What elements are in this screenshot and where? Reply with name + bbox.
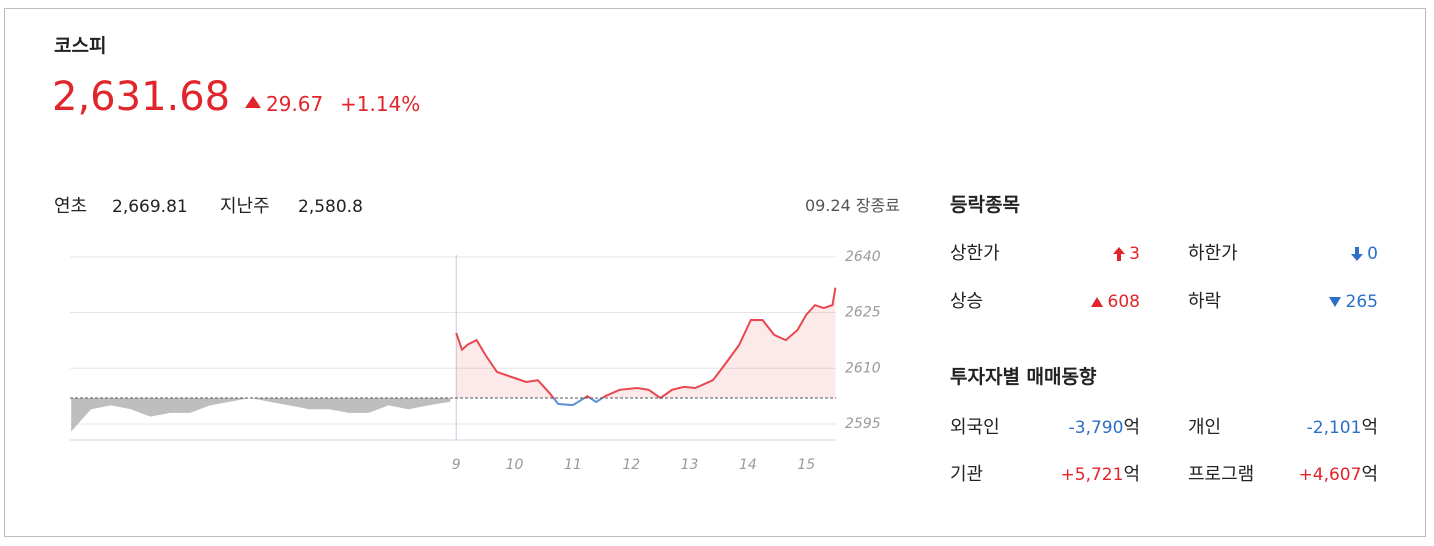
area [71,397,451,432]
unit: 억 [1361,417,1378,438]
breadth-value-text: 265 [1345,292,1378,312]
area [456,287,836,398]
breadth-value: 265 [1238,290,1378,314]
x-tick-label: 10 [506,457,524,473]
investor-value: +4,607억 [1238,463,1378,487]
summary-value: 2,580.8 [298,197,363,217]
breadth-label: 하락 [1188,291,1222,312]
index-price: 2,631.68 [52,74,231,120]
breadth-label: 상승 [950,291,984,312]
index-change: 29.67 [266,92,324,116]
investor-value: -3,790억 [1000,416,1140,440]
investor-amount: +5,721 [1060,465,1124,485]
x-tick-label: 9 [452,457,461,473]
unit: 억 [1123,417,1140,438]
unit: 억 [1123,464,1140,485]
breadth-title: 등락종목 [950,194,1020,216]
x-tick-label: 11 [564,457,582,473]
up-triangle [1090,297,1103,307]
card [4,8,1426,537]
investor-amount: -3,790 [1068,418,1124,438]
y-tick-label: 2625 [845,305,881,321]
index-name: 코스피 [54,35,107,57]
summary-value: 2,669.81 [112,197,188,217]
unit: 억 [1361,464,1378,485]
index-change-pct: +1.14% [340,92,421,116]
x-tick-label: 13 [681,457,699,473]
x-tick-label: 15 [797,457,815,473]
investor-label: 외국인 [950,417,1000,438]
investor-label: 개인 [1188,417,1222,438]
breadth-value-text: 0 [1367,244,1378,264]
y-tick-label: 2595 [845,416,881,432]
breadth-label: 하한가 [1188,243,1238,264]
market-status: 09.24 장종료 [804,196,900,215]
y-tick-label: 2640 [845,249,881,265]
investor-value: -2,101억 [1238,416,1378,440]
breadth-value: 608 [1000,290,1140,314]
summary-label: 지난주 [220,196,270,217]
breadth-value-text: 608 [1107,292,1140,312]
y-tick-label: 2610 [845,360,881,376]
breadth-value: 0 [1238,242,1378,266]
investors-title: 투자자별 매매동향 [950,366,1097,388]
breadth-label: 상한가 [950,243,1000,264]
summary-label: 연초 [54,196,88,217]
line [455,287,837,398]
investor-value: +5,721억 [1000,463,1140,487]
down-arrow [1351,247,1364,261]
investor-amount: -2,101 [1306,418,1362,438]
breadth-value-text: 3 [1129,244,1140,264]
down-triangle [1328,297,1341,307]
up-arrow [1113,247,1126,261]
up-triangle [245,96,261,108]
investor-label: 프로그램 [1188,464,1255,485]
breadth-value: 3 [1000,242,1140,266]
x-tick-label: 12 [622,457,640,473]
x-tick-label: 14 [739,457,757,473]
investor-label: 기관 [950,464,984,485]
investor-amount: +4,607 [1298,465,1362,485]
